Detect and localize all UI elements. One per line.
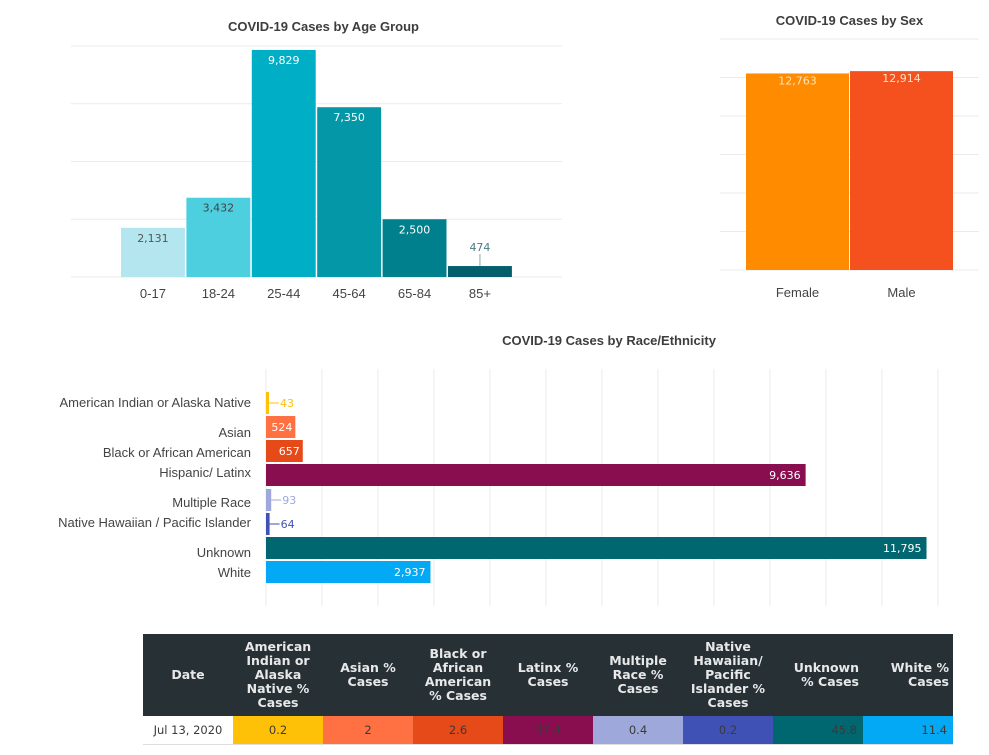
race-value-label: 64 xyxy=(281,518,295,531)
sex-value-label: 12,763 xyxy=(778,74,817,87)
age-bar-25-44 xyxy=(251,49,316,277)
header-unknown[interactable]: Unknown % Cases xyxy=(773,634,863,716)
race-category-label: Native Hawaiian / Pacific Islander xyxy=(58,515,252,530)
header-multiple-race[interactable]: Multiple Race % Cases xyxy=(593,634,683,716)
age-bar-18-24 xyxy=(186,197,251,277)
sex-bar-male xyxy=(850,71,953,271)
cell-white: 11.4 xyxy=(863,716,953,744)
race-category-label: Unknown xyxy=(197,545,251,560)
age-bar-0-17 xyxy=(121,227,185,277)
table-header-row: Date American Indian or Alaska Native % … xyxy=(143,634,953,716)
race-bar xyxy=(266,537,927,559)
race-value-label: 2,937 xyxy=(394,566,426,579)
race-bar xyxy=(266,392,269,414)
cell-asian: 2 xyxy=(323,716,413,744)
race-value-label: 657 xyxy=(279,445,300,458)
race-category-label: American Indian or Alaska Native xyxy=(60,395,251,410)
header-american-indian[interactable]: American Indian or Alaska Native % Cases xyxy=(233,634,323,716)
race-value-label: 9,636 xyxy=(769,469,801,482)
race-percent-table: Date American Indian or Alaska Native % … xyxy=(143,634,953,745)
race-chart-title: COVID-19 Cases by Race/Ethnicity xyxy=(502,333,716,348)
age-tick-label: 45-64 xyxy=(333,286,366,301)
cell-date: Jul 13, 2020 xyxy=(143,716,233,744)
header-latinx[interactable]: Latinx % Cases xyxy=(503,634,593,716)
age-bar-85+ xyxy=(448,266,512,277)
race-bar xyxy=(266,513,270,535)
cell-black: 2.6 xyxy=(413,716,503,744)
sex-tick-label: Male xyxy=(887,285,915,300)
race-value-label: 43 xyxy=(280,397,294,410)
race-category-label: Hispanic/ Latinx xyxy=(159,465,251,480)
age-value-label: 474 xyxy=(469,241,490,254)
header-black[interactable]: Black or African American % Cases xyxy=(413,634,503,716)
sex-value-label: 12,914 xyxy=(882,72,921,85)
race-value-label: 524 xyxy=(271,421,292,434)
age-tick-label: 0-17 xyxy=(140,286,166,301)
race-bar xyxy=(266,489,272,511)
race-category-label: Black or African American xyxy=(103,445,251,460)
age-tick-label: 25-44 xyxy=(267,286,300,301)
age-value-label: 2,131 xyxy=(137,232,169,245)
race-bar xyxy=(266,464,806,486)
race-category-label: White xyxy=(218,565,251,580)
cell-multiple-race: 0.4 xyxy=(593,716,683,744)
cell-american-indian: 0.2 xyxy=(233,716,323,744)
sex-tick-label: Female xyxy=(776,285,819,300)
table-row: Jul 13, 2020 0.2 2 2.6 37.4 0.4 0.2 45.8… xyxy=(143,716,953,744)
age-tick-label: 85+ xyxy=(469,286,491,301)
age-value-label: 3,432 xyxy=(203,202,235,215)
race-category-label: Multiple Race xyxy=(172,495,251,510)
cell-unknown: 45.8 xyxy=(773,716,863,744)
race-bar xyxy=(266,440,303,462)
race-bar xyxy=(266,561,431,583)
age-bar-45-64 xyxy=(317,107,382,277)
header-date[interactable]: Date xyxy=(143,634,233,716)
header-native-hawaiian[interactable]: Native Hawaiian/ Pacific Islander % Case… xyxy=(683,634,773,716)
header-white[interactable]: White % Cases xyxy=(863,634,953,716)
age-chart-title: COVID-19 Cases by Age Group xyxy=(228,19,419,34)
race-bar xyxy=(266,416,296,438)
age-bar-65-84 xyxy=(382,219,447,277)
race-value-label: 11,795 xyxy=(883,542,922,555)
age-value-label: 7,350 xyxy=(333,111,365,124)
race-category-label: Asian xyxy=(218,425,251,440)
age-value-label: 2,500 xyxy=(399,223,431,236)
sex-bar-female xyxy=(746,73,849,270)
header-asian[interactable]: Asian % Cases xyxy=(323,634,413,716)
age-tick-label: 65-84 xyxy=(398,286,431,301)
cell-latinx: 37.4 xyxy=(503,716,593,744)
sex-chart-title: COVID-19 Cases by Sex xyxy=(775,13,924,28)
race-value-label: 93 xyxy=(282,494,296,507)
age-tick-label: 18-24 xyxy=(202,286,235,301)
age-value-label: 9,829 xyxy=(268,54,300,67)
cell-native-hawaiian: 0.2 xyxy=(683,716,773,744)
